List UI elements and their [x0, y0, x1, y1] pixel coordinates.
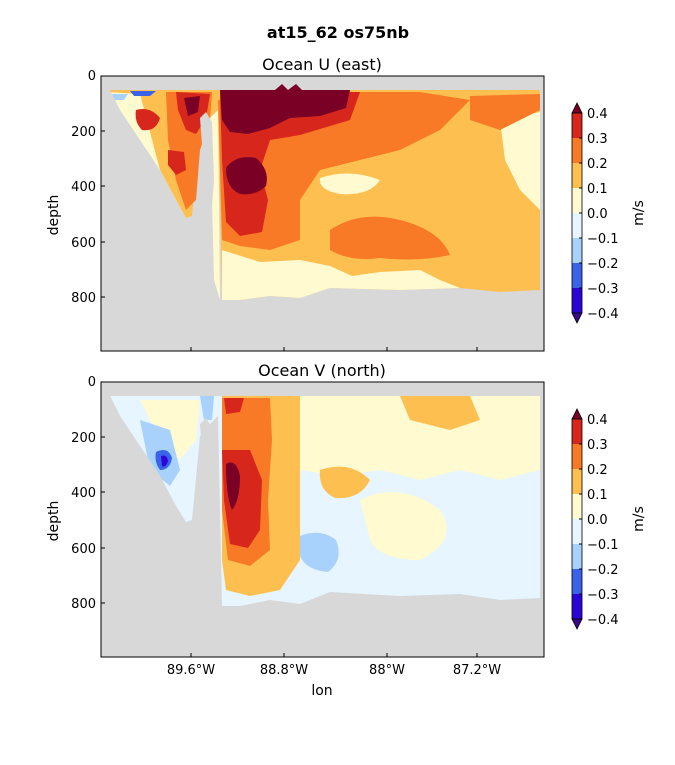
u-ytick-label-800: 800 [71, 291, 96, 306]
v-ytick-label-600: 600 [71, 542, 96, 557]
v-xtick-label-88.8: 88.8°W [260, 663, 308, 678]
v-xtick-label-89.6: 89.6°W [167, 663, 215, 678]
colorbar-v: 0.4 0.3 0.2 0.1 0.0 −0.1 −0.2 −0.3 −0.4 m/s [571, 408, 647, 630]
v-ytick-label-400: 400 [71, 486, 96, 501]
cbar-v-over-extension [571, 408, 583, 420]
cbar-v-unit-label: m/s [631, 506, 647, 532]
v-band-0.1-0.2-b [400, 396, 480, 430]
cbar-u-band-4 [572, 188, 582, 213]
cbar-v-tick-label-2: 0.2 [587, 463, 608, 478]
v-land-east-edge [540, 396, 544, 606]
cbar-u-tick-label-4: 0.0 [587, 207, 608, 222]
panel-v-title: Ocean V (north) [258, 361, 386, 380]
colorbar-u: 0.4 0.3 0.2 0.1 0.0 −0.1 −0.2 −0.3 −0.4 m/s [571, 102, 647, 324]
u-yaxis: 0 200 400 600 800 depth [46, 69, 105, 306]
u-band-0-0.1-a [222, 250, 460, 300]
v-band-neg0.1-c [200, 396, 214, 420]
cbar-v-band-2 [572, 544, 582, 569]
cbar-v-band-1 [572, 569, 582, 594]
v-ytick-label-200: 200 [71, 431, 96, 446]
cbar-v-tick-label-5: −0.1 [587, 538, 619, 553]
v-band-over [226, 462, 240, 510]
cbar-u-band-1 [572, 263, 582, 288]
u-ylabel: depth [46, 195, 62, 236]
cbar-u-band-5 [572, 163, 582, 188]
panel-ocean-v: Ocean V (north) [46, 361, 545, 699]
cbar-u-tick-label-2: 0.2 [587, 157, 608, 172]
v-ylabel: depth [46, 501, 62, 542]
u-band-over-subsurface [226, 157, 267, 195]
v-land-shelf [101, 396, 186, 524]
u-field [101, 76, 544, 351]
cbar-v-band-3 [572, 519, 582, 544]
cbar-u-band-3 [572, 213, 582, 238]
cbar-u-tick-label-7: −0.3 [587, 282, 619, 297]
cbar-v-band-6 [572, 444, 582, 469]
v-xaxis: 89.6°W 88.8°W 88°W 87.2°W lon [167, 653, 501, 699]
cbar-u-tick-label-6: −0.2 [587, 257, 619, 272]
cbar-v-band-0 [572, 594, 582, 619]
cbar-v-tick-label-7: −0.3 [587, 588, 619, 603]
v-band-0-0.1-mid [360, 492, 447, 560]
cbar-u-over-extension [571, 102, 583, 114]
cbar-u-tick-label-1: 0.3 [587, 132, 608, 147]
u-band-0-0.1-b [319, 173, 380, 195]
v-band-neg0.3 [161, 455, 168, 467]
cbar-u-under-extension [571, 312, 583, 324]
u-ytick-label-400: 400 [71, 180, 96, 195]
cbar-u-band-7 [572, 113, 582, 138]
u-land-shelf [101, 90, 186, 218]
u-ytick-label-0: 0 [88, 69, 96, 84]
panel-ocean-u: Ocean U (east) [46, 55, 545, 352]
u-band-0.2-0.3-mid [330, 216, 450, 260]
cbar-v-band-7 [572, 419, 582, 444]
u-band-0.3-0.4-shelf [135, 109, 160, 131]
cbar-u-band-0 [572, 288, 582, 313]
v-axes-frame [100, 381, 545, 658]
cbar-u-tick-label-5: −0.1 [587, 232, 619, 247]
v-band-neg0.1-a [300, 532, 339, 572]
cbar-u-band-6 [572, 138, 582, 163]
cbar-v-band-5 [572, 469, 582, 494]
u-ytick-label-200: 200 [71, 125, 96, 140]
cbar-v-tick-label-0: 0.4 [587, 413, 608, 428]
u-band-over-surface [220, 84, 350, 134]
u-band-0-0.1-c [500, 112, 540, 210]
cbar-v-tick-label-4: 0.0 [587, 513, 608, 528]
cbar-v-tick-label-1: 0.3 [587, 438, 608, 453]
u-axes-frame [100, 75, 545, 352]
cbar-v-tick-label-6: −0.2 [587, 563, 619, 578]
u-land-east-edge [540, 90, 544, 300]
u-land-ridge [200, 112, 214, 230]
u-band-over-west [184, 96, 200, 116]
u-band-neg-shelf [130, 91, 156, 96]
cbar-v-under-extension [571, 618, 583, 630]
v-band-0.3-0.4-surface [224, 398, 244, 414]
cbar-u-tick-label-3: 0.1 [587, 182, 608, 197]
cbar-u-tick-label-8: −0.4 [587, 307, 619, 322]
cbar-u-tick-label-0: 0.4 [587, 107, 608, 122]
cbar-u-unit-label: m/s [631, 200, 647, 226]
cbar-v-tick-label-8: −0.4 [587, 613, 619, 628]
v-field [101, 382, 544, 657]
figure-title: at15_62 os75nb [267, 23, 409, 42]
v-ytick-label-0: 0 [88, 375, 96, 390]
v-xtick-label-87.2: 87.2°W [453, 663, 501, 678]
v-yaxis: 0 200 400 600 800 depth [46, 375, 105, 612]
u-band-neg-light [112, 94, 128, 100]
cbar-v-tick-label-3: 0.1 [587, 488, 608, 503]
cbar-u-band-2 [572, 238, 582, 263]
u-xticks [190, 347, 478, 351]
v-xlabel: lon [311, 683, 332, 699]
v-xtick-label-88: 88°W [369, 663, 405, 678]
panel-u-title: Ocean U (east) [262, 55, 382, 74]
v-land-ridge [200, 418, 214, 536]
u-band-0.2-0.3-east [470, 94, 540, 130]
cbar-v-band-4 [572, 494, 582, 519]
v-ytick-label-800: 800 [71, 597, 96, 612]
u-ytick-label-600: 600 [71, 236, 96, 251]
v-band-0.1-0.2-a [319, 466, 370, 499]
u-band-0.3-0.4-deep [168, 150, 186, 175]
